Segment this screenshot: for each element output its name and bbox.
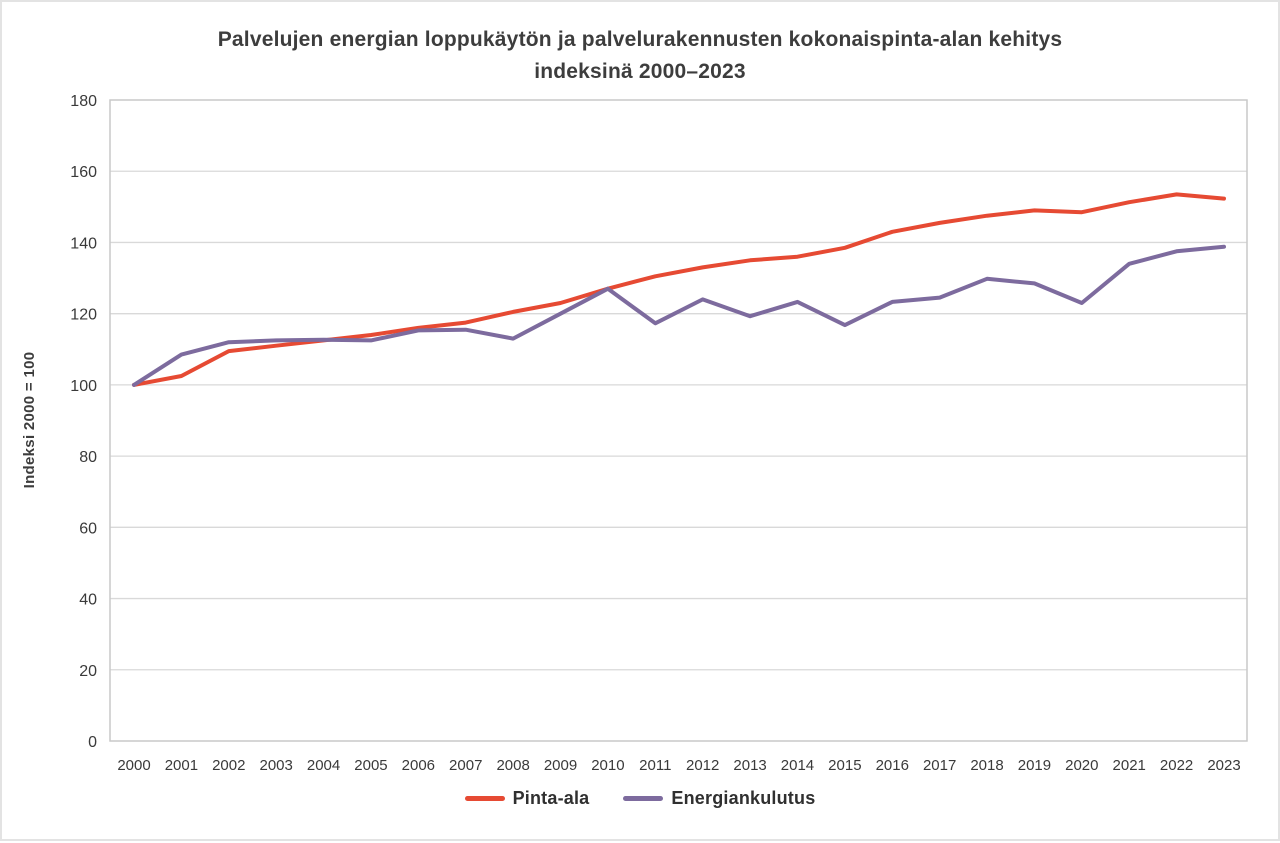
- x-tick-label: 2020: [1065, 757, 1098, 774]
- x-tick-label: 2000: [117, 757, 150, 774]
- legend-label: Pinta-ala: [512, 788, 590, 808]
- y-tick-label: 120: [70, 307, 97, 324]
- line-swatch-icon: [464, 796, 505, 801]
- y-tick-label: 40: [79, 592, 97, 609]
- legend-item-energiankulutus: Energiankulutus: [623, 788, 815, 809]
- x-tick-label: 2006: [402, 757, 435, 774]
- y-tick-label: 100: [70, 378, 97, 395]
- x-tick-label: 2004: [307, 757, 340, 774]
- chart-legend: Pinta-ala Energiankulutus: [2, 788, 1278, 809]
- series-line-pinta-ala: [132, 192, 1226, 387]
- x-tick-label: 2014: [781, 757, 814, 774]
- x-tick-label: 2011: [639, 757, 671, 774]
- x-axis-ticks: 2000 2001 2002 2003 2004 2005 2006 2007 2008 2009…: [117, 757, 1240, 774]
- y-tick-label: 20: [79, 663, 97, 680]
- x-tick-label: 2017: [923, 757, 956, 774]
- y-tick-label: 160: [70, 164, 97, 181]
- x-tick-label: 2021: [1113, 757, 1146, 774]
- y-tick-label: 180: [70, 93, 97, 110]
- y-axis-title: Indeksi 2000 = 100: [21, 352, 38, 489]
- y-tick-label: 0: [88, 734, 97, 751]
- legend-item-pinta-ala: Pinta-ala: [464, 788, 590, 809]
- x-tick-label: 2016: [876, 757, 909, 774]
- y-tick-label: 80: [79, 449, 97, 466]
- x-tick-label: 2012: [686, 757, 719, 774]
- y-tick-label: 60: [79, 520, 97, 537]
- chart-title-line1: Palvelujen energian loppukäytön ja palve…: [217, 28, 1063, 51]
- x-tick-label: 2007: [449, 757, 482, 774]
- legend-label: Energiankulutus: [671, 788, 816, 808]
- gridlines: [110, 170, 1247, 671]
- chart-title-line2: indeksinä 2000–2023: [534, 59, 746, 83]
- x-tick-label: 2001: [165, 757, 198, 774]
- series-line-energiankulutus: [132, 244, 1226, 387]
- series-lines: [132, 192, 1226, 387]
- x-tick-label: 2008: [496, 757, 529, 774]
- y-axis-ticks: 0 20 40 60 80 100 120 140 160 180: [70, 93, 97, 751]
- y-tick-label: 140: [70, 235, 97, 252]
- chart-title: Palvelujen energian loppukäytön ja palve…: [2, 24, 1278, 87]
- x-tick-label: 2013: [733, 757, 766, 774]
- x-tick-label: 2018: [970, 757, 1003, 774]
- x-tick-label: 2009: [544, 757, 577, 774]
- x-tick-label: 2022: [1160, 757, 1193, 774]
- plot-area-border: [109, 99, 1248, 742]
- x-tick-label: 2019: [1018, 757, 1051, 774]
- x-tick-label: 2005: [354, 757, 387, 774]
- x-tick-label: 2003: [259, 757, 292, 774]
- x-tick-label: 2015: [828, 757, 861, 774]
- line-swatch-icon: [623, 796, 664, 801]
- x-tick-label: 2023: [1207, 757, 1240, 774]
- x-tick-label: 2002: [212, 757, 245, 774]
- x-tick-label: 2010: [591, 757, 624, 774]
